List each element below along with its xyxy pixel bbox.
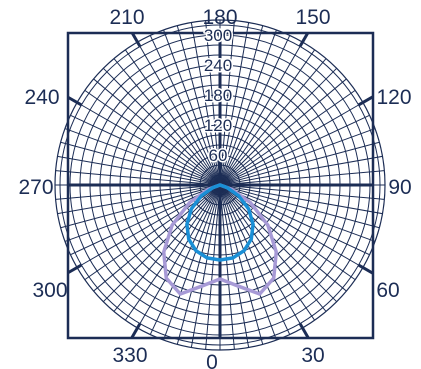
grid-spoke [163, 29, 221, 186]
grid-spoke [76, 102, 221, 186]
grid-spoke [176, 184, 221, 345]
angle-label-240: 240 [24, 86, 59, 109]
radial-tick-label-halo: 300 [204, 26, 232, 45]
axis-tick [298, 322, 310, 339]
angle-label-60: 60 [376, 279, 399, 302]
grid-spoke [137, 41, 221, 186]
grid-spoke [205, 20, 221, 186]
angle-label-300: 300 [32, 279, 67, 302]
grid-spoke [190, 184, 221, 348]
angle-label-210: 210 [109, 6, 144, 29]
grid-spoke [219, 184, 380, 229]
grid-spoke [205, 184, 221, 350]
radial-tick-label-halo: 120 [204, 116, 232, 135]
grid-spoke [219, 184, 303, 329]
grid-spoke [93, 78, 221, 186]
radial-tick-label: 240 [204, 56, 232, 75]
grid-spoke [219, 35, 291, 186]
grid-spoke [84, 89, 221, 186]
grid-spoke [219, 67, 338, 186]
grid-spoke [113, 58, 221, 186]
grid-spoke [219, 184, 385, 200]
grid-spoke [219, 155, 383, 186]
grid-spoke [55, 170, 221, 186]
series-line [185, 183, 255, 262]
grid-spoke [93, 184, 221, 292]
grid-spoke [57, 184, 221, 215]
grid-spoke [60, 184, 221, 229]
grid-spoke [102, 67, 221, 186]
grid-spoke [219, 29, 277, 186]
grid-spoke [219, 128, 376, 186]
grid-spoke [219, 114, 370, 186]
radial-tick-label: 180 [204, 86, 232, 105]
grid-spoke [219, 184, 383, 215]
grid-spoke [219, 184, 338, 303]
grid-spoke [219, 184, 327, 312]
angle-label-150: 150 [295, 6, 330, 29]
grid-spoke [219, 184, 291, 335]
angle-label-90: 90 [388, 176, 411, 199]
angle-label-120: 120 [376, 86, 411, 109]
grid-spoke [149, 184, 221, 335]
angle-label-330: 330 [112, 344, 147, 367]
axis-tick [67, 263, 83, 275]
grid-spoke [219, 102, 364, 186]
grid-spoke [219, 184, 250, 348]
radial-tick-label: 60 [209, 146, 228, 165]
series-line [162, 183, 278, 296]
grid-spoke [219, 58, 327, 186]
grid-spoke [124, 184, 221, 321]
grid-spoke [64, 184, 221, 242]
grid-spoke [137, 184, 221, 329]
plot-frame [66, 31, 375, 340]
grid-spoke [219, 170, 385, 186]
axis-tick [298, 32, 310, 48]
grid-spoke [219, 49, 316, 186]
grid-spoke [219, 184, 235, 350]
grid-spoke [149, 35, 221, 186]
polar-grid [54, 19, 386, 351]
grid-spoke [219, 22, 250, 186]
grid-spoke [219, 184, 316, 321]
radial-tick-label: 300 [204, 26, 232, 45]
angle-label-180: 180 [202, 6, 237, 29]
grid-spoke [64, 128, 221, 186]
grid-spoke [219, 184, 277, 341]
grid-spoke [219, 20, 235, 186]
grid-spoke [60, 141, 221, 186]
radial-tick-label: 120 [204, 116, 232, 135]
radial-tick-label-halo: 240 [204, 56, 232, 75]
grid-spoke [113, 184, 221, 312]
grid-spoke [219, 141, 380, 186]
grid-spoke [163, 184, 221, 341]
angle-label-270: 270 [18, 176, 53, 199]
grid-spoke [55, 184, 221, 200]
grid-spoke [57, 155, 221, 186]
grid-spoke [219, 184, 376, 242]
grid-spoke [219, 89, 356, 186]
grid-spoke [176, 25, 221, 186]
grid-spoke [102, 184, 221, 303]
grid-spoke [219, 184, 347, 292]
angle-label-0: 0 [206, 351, 218, 369]
axis-tick [130, 322, 142, 339]
grid-spoke [190, 22, 221, 186]
series-layer [162, 183, 278, 296]
grid-spoke [219, 41, 303, 186]
axis-tick [357, 263, 374, 275]
radial-tick-label-halo: 60 [209, 146, 228, 165]
label-layer: 180 1501209060300330300270240210606012012… [18, 6, 411, 369]
axis-tick [357, 95, 374, 107]
grid-spoke [219, 184, 264, 345]
grid-spoke [124, 49, 221, 186]
radial-tick-label-halo: 180 [204, 86, 232, 105]
axis-tick [67, 95, 83, 107]
axis-tick [130, 32, 142, 48]
grid-spoke [219, 78, 347, 186]
angle-label-30: 30 [301, 344, 324, 367]
grid-spoke [70, 114, 221, 186]
grid-spoke [219, 25, 264, 186]
